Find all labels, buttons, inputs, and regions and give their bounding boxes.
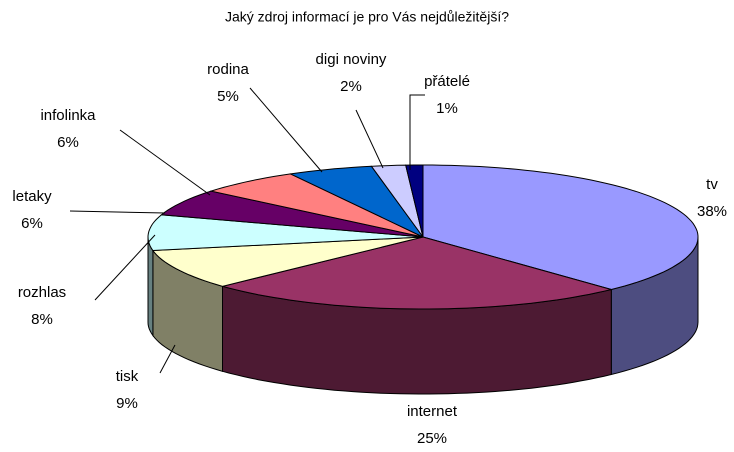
category-label: tv — [706, 176, 718, 193]
value-label: 6% — [57, 134, 79, 151]
slice — [222, 236, 612, 310]
slice — [422, 164, 699, 291]
leader-line — [409, 94, 425, 170]
value-label: 25% — [417, 430, 447, 447]
value-label: 6% — [21, 215, 43, 232]
chart-title: Jaký zdroj informací je pro Vás nejdůlež… — [225, 9, 509, 25]
leader-line — [119, 129, 211, 196]
leader-line — [159, 344, 176, 374]
slice — [209, 173, 424, 238]
category-label: digi noviny — [316, 51, 387, 68]
slice — [147, 214, 424, 252]
slice — [151, 236, 424, 287]
leader-line — [94, 234, 156, 301]
value-label: 1% — [436, 100, 458, 117]
leader-line — [355, 109, 384, 169]
leader-line — [249, 87, 323, 173]
category-label: rodina — [207, 61, 249, 78]
category-label: přátelé — [424, 73, 470, 90]
value-label: 8% — [31, 311, 53, 328]
value-label: 9% — [116, 395, 138, 412]
slice-side — [147, 236, 154, 338]
slice — [160, 190, 424, 238]
slice — [288, 165, 424, 238]
slice — [405, 164, 424, 238]
category-label: rozhlas — [18, 284, 66, 301]
category-label: infolinka — [40, 107, 96, 124]
value-label: 38% — [697, 203, 727, 220]
category-label: tisk — [116, 368, 139, 385]
value-label: 2% — [340, 78, 362, 95]
leader-line — [69, 210, 166, 214]
category-label: letaky — [12, 188, 52, 205]
value-label: 5% — [217, 88, 239, 105]
category-label: internet — [407, 403, 458, 420]
